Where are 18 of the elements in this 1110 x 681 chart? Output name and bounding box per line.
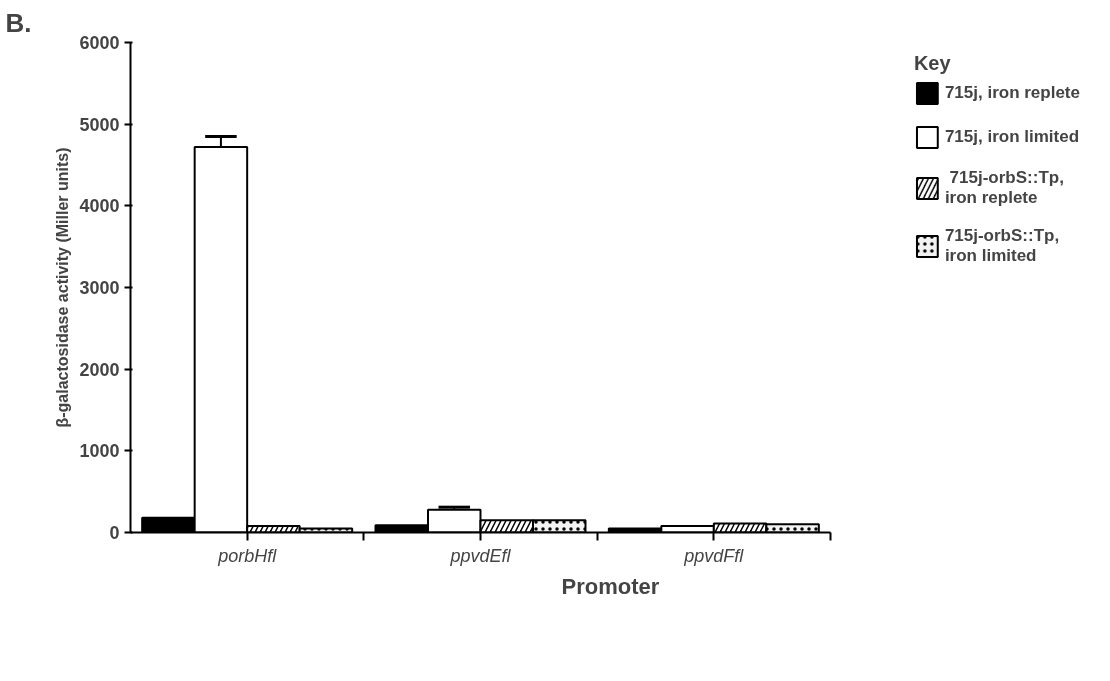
y-tick-label: 0 bbox=[109, 523, 120, 543]
x-axis-title: Promoter bbox=[561, 573, 660, 599]
y-tick-label: 4000 bbox=[79, 196, 120, 217]
x-tick-label: ppvdEfl bbox=[449, 545, 512, 566]
y-tick-label: 3000 bbox=[79, 278, 120, 298]
y-tick-label: 6000 bbox=[79, 33, 120, 53]
x-tick-label: ppvdFfl bbox=[683, 545, 745, 566]
legend-label: 715j, iron replete bbox=[944, 83, 1080, 103]
y-tick-label: 5000 bbox=[79, 114, 120, 135]
y-tick-label: 2000 bbox=[79, 359, 120, 380]
y-tick-label: 1000 bbox=[79, 441, 120, 462]
x-tick-label: porbHfl bbox=[217, 545, 278, 566]
text: B. bbox=[5, 7, 32, 38]
legend-title: Key bbox=[913, 52, 952, 75]
y-axis-title: β-galactosidase activity (Miller units) bbox=[54, 147, 72, 428]
legend-label: 715j-orbS::Tp, iron replete bbox=[944, 168, 1064, 208]
legend-label: 715j-orbS::Tp, iron limited bbox=[944, 226, 1060, 266]
legend-label: 715j, iron limited bbox=[944, 127, 1080, 147]
